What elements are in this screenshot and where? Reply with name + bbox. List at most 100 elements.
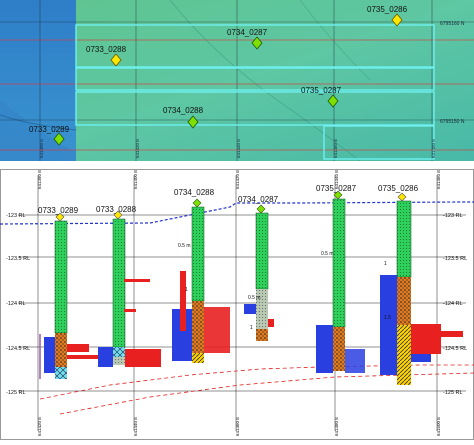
lithology-basement [55, 367, 67, 379]
plan-easting-labels: 641400 E 641420 E 641440 E 641460 E 6414… [39, 139, 436, 158]
easting-label: 641440 E [133, 417, 138, 436]
northing-label: 6795160 N [440, 21, 465, 27]
assay-bars-red [204, 307, 230, 353]
assay-bars-red [180, 271, 186, 331]
easting-label: 641440 E [334, 170, 339, 189]
plan-drillhole[interactable]: 0733_0289 [29, 125, 70, 146]
hole-label: 0735_0286 [367, 5, 408, 14]
hole-column [112, 218, 126, 348]
depth-label: 0.5 m [321, 251, 334, 257]
rl-label: -124.5 RL [6, 346, 30, 352]
hole-column [255, 212, 269, 290]
hole-label: 0735_0287 [316, 184, 357, 193]
assay-bars-red [411, 324, 441, 354]
hole-marker-icon[interactable] [251, 36, 263, 50]
assay-bars-blue [380, 275, 397, 375]
depth-label: 0.5 m [178, 243, 191, 249]
plan-view-map: 6795160 N 6795150 N 641400 E 641420 E 64… [0, 0, 474, 162]
base-line [39, 364, 474, 400]
assay-bars-blue [345, 349, 365, 373]
lithology-clay [55, 333, 67, 367]
hole-label: 0733_0288 [96, 205, 137, 214]
section-drillhole[interactable]: 0735_0287 0.5 m [316, 184, 365, 373]
rl-label: -124.5 RL [443, 346, 467, 352]
easting-label: 641500 E [436, 417, 441, 436]
assay-bars-blue [316, 325, 333, 373]
plan-view-canvas: 6795160 N 6795150 N 641400 E 641420 E 64… [0, 0, 474, 162]
easting-label: 641440 E [236, 139, 241, 158]
assay-bars-red [124, 309, 136, 312]
hole-label: 0733_0289 [38, 206, 79, 215]
rl-label: -124 RL [443, 301, 463, 307]
plan-drillhole[interactable]: 0735_0287 [301, 86, 342, 108]
hole-marker-icon[interactable] [187, 115, 199, 129]
plan-drillhole[interactable]: 0735_0286 [367, 5, 408, 27]
hole-label: 0735_0287 [301, 86, 342, 95]
assay-bars-red [67, 355, 101, 359]
contour-line [0, 114, 77, 131]
plan-drillhole[interactable]: 0734_0288 [163, 106, 204, 129]
easting-label: 641480 E [334, 417, 339, 436]
depth-label: 1.5 [384, 315, 391, 321]
assay-bars-blue [411, 354, 431, 362]
depth-label: 1 [384, 261, 387, 267]
base-line [59, 372, 474, 415]
section-drillhole[interactable]: 0733_0288 [96, 205, 161, 367]
rl-label: -125 RL [6, 390, 26, 396]
assay-bars-red [411, 331, 463, 337]
hole-label: 0734_0288 [163, 106, 204, 115]
hole-label: 0734_0287 [238, 195, 279, 204]
easting-label: 641420 E [235, 170, 240, 189]
section-drillhole[interactable]: 0734_0287 0.5 m 1 [238, 195, 279, 341]
lithology-clay [256, 329, 268, 341]
hole-column [396, 200, 412, 278]
cross-section: -123 RL -123.5 RL -124 RL -124.5 RL -125… [0, 169, 474, 440]
hole-column [54, 220, 68, 334]
lithology-sand [192, 353, 204, 363]
lithology-sand [397, 325, 411, 385]
easting-label: 641400 E [39, 139, 44, 158]
rl-label: -123.5 RL [6, 256, 30, 262]
deep-zone-lobe [0, 100, 76, 161]
assay-bars-blue [244, 304, 256, 314]
lithology-clay [397, 277, 411, 325]
easting-label: 641460 E [436, 170, 441, 189]
rl-label: -123.5 RL [443, 256, 467, 262]
depth-label: 0.5 m [248, 295, 261, 301]
depth-label: 1 [250, 325, 253, 331]
section-drillhole[interactable]: 0734_0288 0.5 m 1 [172, 188, 230, 363]
lithology-silt [256, 289, 268, 329]
lithology-clay [333, 327, 345, 371]
hole-marker-icon[interactable] [53, 132, 65, 146]
easting-label: 641460 E [235, 417, 240, 436]
assay-bars-blue [98, 347, 113, 367]
easting-label: 641420 E [37, 417, 42, 436]
section-drillhole[interactable]: 0733_0289 [38, 206, 101, 379]
easting-label: 641420 E [135, 139, 140, 158]
assay-bars-blue [172, 309, 192, 361]
section-canvas: -123 RL -123.5 RL -124 RL -124.5 RL -125… [0, 169, 474, 440]
rl-label: -124 RL [6, 301, 26, 307]
hole-marker-icon[interactable] [327, 94, 339, 108]
assay-bars-red [125, 349, 161, 367]
easting-label: 641400 E [133, 170, 138, 189]
hole-label: 0734_0288 [174, 188, 215, 197]
easting-label: 641460 E [333, 139, 338, 158]
plan-drillhole[interactable]: 0733_0288 [86, 45, 127, 67]
hole-marker-icon[interactable] [391, 13, 403, 27]
hole-label: 0734_0287 [227, 28, 268, 37]
contour-line [169, 0, 361, 162]
hole-column [332, 198, 346, 328]
plan-drillhole[interactable]: 0734_0287 [227, 28, 268, 50]
section-easting-labels: 641380 E 641400 E 641420 E 641440 E 6414… [37, 170, 441, 436]
hole-label: 0733_0288 [86, 45, 127, 54]
rl-label: -123 RL [443, 213, 463, 219]
rl-label: -123 RL [6, 213, 26, 219]
hole-label: 0735_0286 [378, 184, 419, 193]
surface-line [0, 201, 474, 225]
hole-marker-icon[interactable] [110, 53, 122, 67]
lithology-basement [113, 347, 125, 357]
easting-label: 641480 E [431, 139, 436, 158]
section-drillhole[interactable]: 0735_0286 1 1.5 [378, 184, 463, 385]
depth-label: 1 [185, 287, 188, 293]
